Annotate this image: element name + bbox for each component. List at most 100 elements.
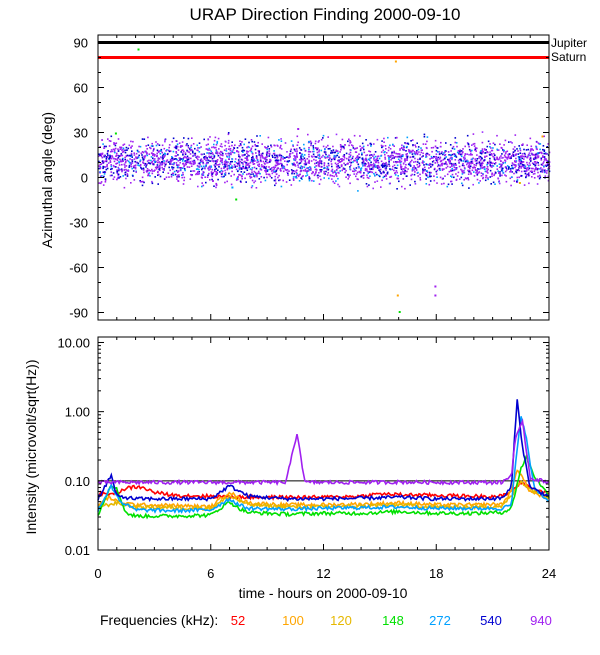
azimuth-point xyxy=(231,158,234,160)
azimuth-point xyxy=(300,149,303,151)
azimuth-point xyxy=(317,154,319,156)
azimuth-point xyxy=(469,150,472,152)
azimuth-point xyxy=(149,162,152,165)
azimuth-point xyxy=(459,149,461,151)
azimuth-point xyxy=(196,155,199,158)
azimuth-point xyxy=(215,174,217,176)
azimuth-point xyxy=(413,173,416,176)
azimuth-point xyxy=(532,167,534,170)
azimuth-point xyxy=(263,176,265,179)
azimuth-point xyxy=(355,169,357,172)
azimuth-point xyxy=(515,164,517,166)
azimuth-point xyxy=(137,150,139,153)
azimuth-point xyxy=(221,173,223,176)
azimuth-point xyxy=(259,159,262,161)
azimuth-point xyxy=(264,146,266,148)
azimuth-point xyxy=(393,157,395,159)
azimuth-point xyxy=(395,167,398,169)
azimuth-point xyxy=(250,150,253,153)
azimuth-point xyxy=(437,165,439,168)
azimuth-point xyxy=(498,171,500,174)
azimuth-point xyxy=(504,139,507,142)
azimuth-point xyxy=(369,150,372,153)
azimuth-point xyxy=(419,164,421,167)
azimuth-point xyxy=(348,144,350,147)
azimuth-point xyxy=(536,153,538,156)
azimuth-point xyxy=(189,148,191,150)
azimuth-point xyxy=(163,147,166,150)
azimuth-point xyxy=(490,153,493,155)
azimuth-point xyxy=(277,167,279,169)
azimuth-point xyxy=(320,149,323,152)
azimuth-point xyxy=(498,163,501,165)
azimuth-point xyxy=(544,152,547,155)
azimuth-point xyxy=(360,168,362,170)
azimuth-point xyxy=(369,163,372,166)
azimuth-point xyxy=(510,167,513,170)
azimuth-point xyxy=(296,153,298,156)
azimuth-point xyxy=(524,165,527,168)
azimuth-point xyxy=(505,156,507,159)
azimuth-point xyxy=(258,178,261,180)
azimuth-point xyxy=(110,149,113,151)
azimuth-point xyxy=(273,168,276,170)
azimuth-point xyxy=(229,149,232,152)
azimuth-point xyxy=(420,151,423,154)
azimuth-point xyxy=(282,156,284,158)
azimuth-point xyxy=(186,149,188,152)
azimuth-point xyxy=(377,166,380,168)
azimuth-point xyxy=(445,156,447,158)
azimuth-point xyxy=(416,150,418,153)
azimuth-point xyxy=(211,146,213,149)
azimuth-point xyxy=(319,175,321,177)
bottom-panel: 10.001.000.100.01 Intensity (microvolt/s… xyxy=(23,335,550,558)
azimuth-point xyxy=(425,163,428,166)
azimuth-point xyxy=(274,171,276,174)
azimuth-point xyxy=(203,156,205,159)
azimuth-point xyxy=(308,140,310,143)
azimuth-point xyxy=(157,150,160,153)
azimuth-point xyxy=(402,168,404,170)
azimuth-point xyxy=(504,156,506,158)
azimuth-point xyxy=(115,158,117,161)
azimuth-point xyxy=(265,170,267,173)
azimuth-point xyxy=(233,152,236,154)
azimuth-point xyxy=(308,176,310,178)
azimuth-point xyxy=(170,163,172,165)
azimuth-point xyxy=(300,159,303,161)
azimuth-point xyxy=(268,152,271,155)
azimuth-point xyxy=(315,165,317,167)
azimuth-point xyxy=(511,142,513,144)
azimuth-point xyxy=(103,147,106,149)
azimuth-point xyxy=(346,163,348,165)
azimuth-point xyxy=(193,170,196,172)
azimuth-point xyxy=(233,173,235,176)
azimuth-point xyxy=(217,178,219,181)
azimuth-point xyxy=(262,157,264,159)
azimuth-point xyxy=(504,160,507,162)
azimuth-point xyxy=(229,162,231,165)
azimuth-point xyxy=(248,146,250,149)
azimuth-point xyxy=(473,164,476,166)
azimuth-point xyxy=(468,170,470,173)
azimuth-point xyxy=(510,156,512,158)
azimuth-point xyxy=(443,152,445,154)
azimuth-point xyxy=(337,171,339,174)
azimuth-point xyxy=(291,172,293,175)
azimuth-point xyxy=(113,165,115,168)
azimuth-point xyxy=(244,157,247,159)
azimuth-point xyxy=(317,176,319,179)
azimuth-point xyxy=(167,149,170,152)
azimuth-point xyxy=(245,166,247,168)
azimuth-point xyxy=(417,166,419,168)
azimuth-point xyxy=(352,170,354,172)
azimuth-point xyxy=(108,158,111,160)
azimuth-point xyxy=(341,160,343,162)
azimuth-point xyxy=(208,155,210,158)
azimuth-point xyxy=(524,153,526,156)
azimuth-point xyxy=(479,164,482,167)
azimuth-point xyxy=(327,144,329,147)
azimuth-point xyxy=(294,175,297,178)
azimuth-point xyxy=(285,156,288,158)
azimuth-point xyxy=(411,168,414,171)
